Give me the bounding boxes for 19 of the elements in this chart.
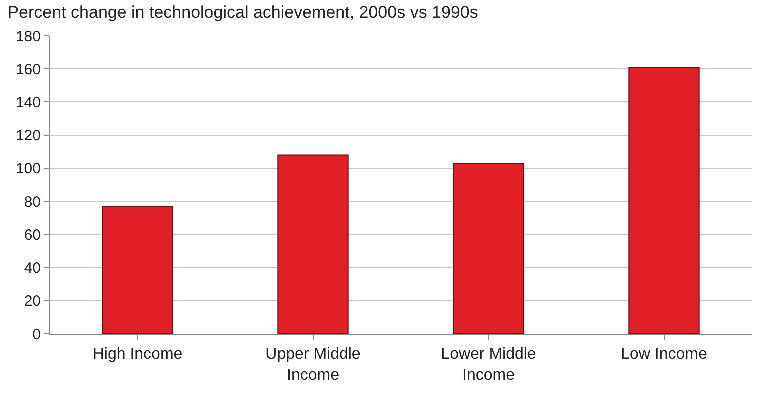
- bar: [102, 206, 174, 334]
- y-tick-label: 0: [32, 326, 41, 344]
- bar: [278, 154, 349, 334]
- chart-title: Percent change in technological achievement, 2000s vs 1990s: [8, 2, 478, 22]
- y-tick-label: 120: [16, 128, 41, 145]
- y-tick-label: 80: [24, 194, 41, 211]
- x-tick-label: Upper Middle Income: [266, 346, 361, 384]
- y-tick-label: 100: [16, 160, 41, 178]
- x-tick-label: High Income: [92, 346, 183, 364]
- y-tick-label: 20: [24, 293, 41, 310]
- x-tick-label: Low Income: [621, 346, 708, 364]
- y-tick-label: 160: [16, 61, 41, 78]
- y-tick-label: 140: [16, 94, 41, 112]
- bar: [453, 162, 524, 334]
- x-tick-label: Lower Middle Income: [441, 346, 536, 384]
- y-tick-label: 180: [16, 28, 41, 46]
- bar: [628, 66, 700, 334]
- y-tick-label: 60: [24, 226, 41, 244]
- y-tick-label: 40: [24, 260, 41, 278]
